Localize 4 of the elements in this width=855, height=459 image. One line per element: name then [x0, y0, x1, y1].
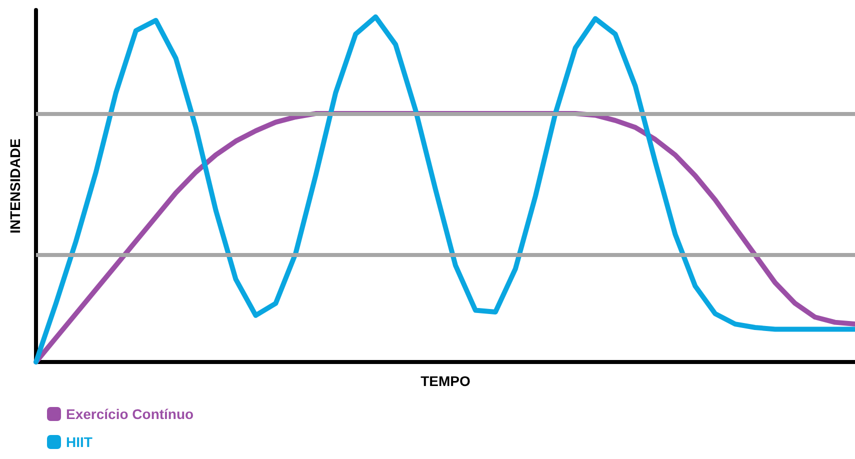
legend-label: Exercício Contínuo	[66, 406, 194, 422]
legend-label: HIIT	[66, 434, 93, 450]
x-axis-title: TEMPO	[420, 373, 470, 389]
y-axis-title: INTENSIDADE	[7, 138, 23, 234]
